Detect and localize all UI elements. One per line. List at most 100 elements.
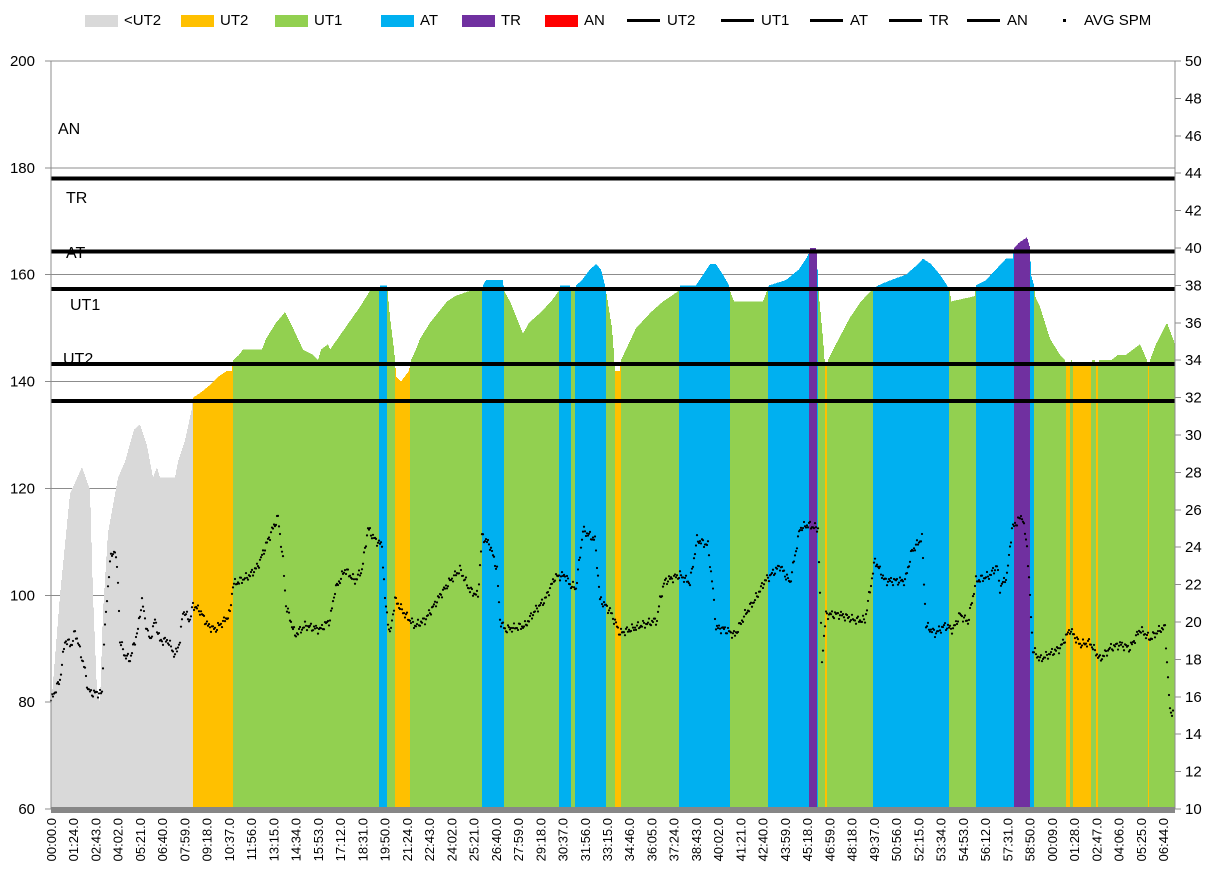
hr-bar [371, 290, 373, 809]
spm-point [784, 578, 788, 581]
hr-bar [113, 502, 115, 809]
hr-bar [520, 327, 522, 809]
spm-point [355, 578, 359, 581]
hr-bar [377, 290, 379, 809]
spm-point [695, 534, 699, 537]
spm-point [563, 575, 567, 578]
spm-point [752, 601, 756, 604]
spm-point [1140, 626, 1144, 629]
spm-point [731, 632, 735, 635]
spm-point [814, 526, 818, 529]
hr-bar [1149, 362, 1151, 809]
hr-bar [660, 303, 662, 809]
hr-bar [946, 284, 948, 810]
hr-bar [330, 348, 332, 809]
spm-point [244, 571, 248, 575]
hr-bar [659, 304, 661, 809]
hr-bar [679, 288, 681, 810]
spm-point [544, 596, 548, 599]
hr-bar [1008, 258, 1010, 810]
hr-bar [99, 700, 101, 809]
spm-point [674, 576, 678, 579]
spm-point [459, 568, 463, 572]
hr-bar [543, 309, 545, 809]
x-tick-label: 46:59.0 [822, 818, 837, 861]
legend-label: UT1 [314, 12, 343, 29]
spm-point [1146, 631, 1150, 634]
hr-bar [1105, 360, 1107, 809]
hr-bar [1111, 359, 1113, 809]
spm-point [136, 627, 140, 630]
hr-bar [1002, 262, 1004, 809]
hr-bar [675, 293, 677, 810]
spm-point [491, 554, 495, 557]
hr-bar [1083, 365, 1085, 809]
hr-bar [596, 264, 598, 809]
hr-bar [450, 299, 452, 809]
spm-point [911, 549, 915, 552]
spm-point [701, 539, 705, 542]
hr-bar [992, 273, 994, 809]
hr-bar [52, 688, 54, 809]
legend-swatch [545, 14, 578, 27]
spm-point [980, 574, 984, 577]
hr-bar [498, 280, 500, 809]
spm-point [239, 576, 243, 579]
hr-bar [753, 301, 755, 809]
spm-point [267, 536, 271, 539]
spm-point [812, 527, 816, 530]
spm-point [379, 541, 383, 544]
hr-bar [415, 350, 417, 809]
spm-point [872, 561, 876, 564]
hr-bar [1069, 365, 1071, 809]
spm-point [447, 577, 451, 580]
x-tick-label: 43:59.0 [778, 818, 793, 861]
hr-bar [623, 354, 625, 809]
hr-bar [1085, 365, 1087, 809]
spm-point [968, 606, 972, 610]
hr-bar [259, 349, 261, 809]
legend-swatch [275, 14, 308, 27]
hr-bar [1134, 348, 1136, 809]
hr-bar [457, 295, 459, 809]
spm-point [853, 619, 857, 622]
hr-bar [875, 287, 877, 809]
hr-bar [1119, 354, 1121, 809]
hr-bar [747, 301, 749, 809]
spm-point [1068, 632, 1072, 635]
hr-bar [83, 471, 85, 809]
hr-bar [684, 285, 686, 809]
hr-bar [1064, 359, 1066, 809]
hr-bar [628, 344, 630, 809]
spm-point [1081, 638, 1085, 641]
hr-bar [1001, 263, 1003, 810]
hr-bar [916, 265, 918, 810]
spm-point [343, 568, 347, 572]
legend-item-below-ut2: <UT2 [85, 12, 181, 29]
spm-point [1069, 630, 1073, 633]
spm-point [1098, 654, 1102, 657]
hr-bar [136, 427, 138, 809]
spm-point [671, 581, 675, 584]
spm-point [716, 627, 720, 630]
hr-bar [1011, 258, 1013, 810]
spm-point [99, 692, 103, 695]
spm-point [726, 626, 730, 630]
spm-point [1086, 639, 1090, 642]
hr-bar [159, 475, 161, 809]
hr-bar [1019, 242, 1021, 809]
hr-bar [257, 349, 259, 809]
spm-point [1049, 651, 1053, 654]
spm-point [165, 638, 169, 642]
spm-point [721, 626, 725, 629]
hr-bar [1097, 365, 1099, 809]
hr-bar [873, 288, 875, 809]
hr-bar [907, 273, 909, 810]
hr-bar [1090, 365, 1092, 809]
hr-bar [486, 280, 488, 809]
hr-bar [375, 290, 377, 809]
spm-point [668, 577, 672, 580]
hr-bar [115, 491, 117, 809]
hr-bar [512, 307, 514, 809]
spm-point [61, 650, 65, 653]
